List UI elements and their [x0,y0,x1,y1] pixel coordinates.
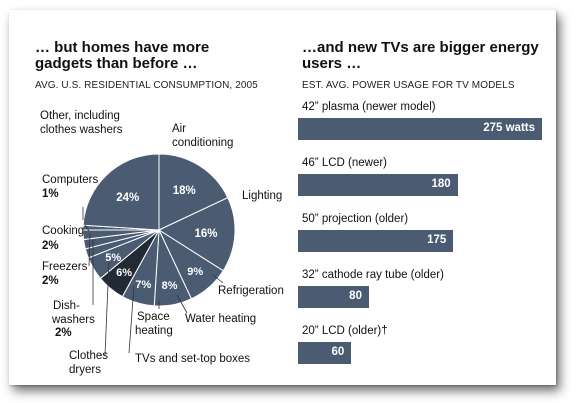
pie-leader-freezers [88,232,91,267]
bar-category-label: 42” plasma (newer model) [302,101,436,113]
pie-category-label-dryers: Clothes [69,350,108,362]
pie-category-label-cooking: Cooking [42,225,84,237]
pie-slice-ac [158,153,229,231]
pie-pct-dishwashers: 2% [55,327,72,339]
pie-headline-line2: gadgets than before … [35,55,198,72]
pie-pct-computers: 1% [42,188,59,200]
pie-pct-freezers: 2% [42,275,59,287]
bar-value-label: 180 [431,178,451,190]
pie-category-label-freezers: Freezers [42,261,88,273]
pie-category-label-refrigeration: Refrigeration [218,285,284,297]
bar-value-label: 275 watts [483,122,535,134]
pie-leader-cooking [84,224,90,232]
pie-pct-tv: 6% [116,267,132,279]
bar-subtitle: EST. AVG. POWER USAGE FOR TV MODELS [302,80,515,91]
bar: 175 [298,230,454,252]
pie-category-label-water: Water heating [185,313,256,325]
pie-category-label-dishwashers: Dish- [53,300,80,312]
pie-category-label-ac: Air [172,123,186,135]
pie-category-label-other: Other, including [40,110,120,122]
pie-pct-dryers: 5% [105,252,121,264]
pie-pct-water: 8% [162,280,178,292]
bar-value-label: 80 [349,290,362,302]
pie-pct-refrigeration: 9% [187,266,203,278]
pie-pct-space: 7% [135,279,151,291]
pie-category-label-lighting: Lighting [242,190,282,202]
bar-headline: …and new TVs are bigger energy users … [302,40,539,72]
bar-headline-line1: …and new TVs are bigger energy [302,39,539,56]
bar: 180 [298,174,458,196]
bar-headline-line2: users … [302,55,362,72]
pie-category-label-ac: conditioning [172,137,233,149]
pie-category-label-space: Space [137,311,170,323]
bar-category-label: 20” LCD (older)† [302,325,388,337]
pie-category-label-tv: TVs and set-top boxes [135,353,250,365]
bar: 60 [298,342,352,364]
pie-slice-other [82,153,160,231]
pie-pct-ac: 18% [173,185,196,197]
bar-category-label: 50” projection (older) [302,213,409,225]
pie-leader-dryers [104,260,110,356]
pie-category-label-other: clothes washers [40,124,123,136]
pie-category-label-space: heating [135,325,173,337]
pie-category-label-dishwashers: washers [51,314,95,326]
pie-pct-cooking: 2% [42,240,59,252]
pie-chart: 18% 16% 9% 8% 7%6% 5% 24% Air conditioning Light… [40,110,284,376]
infographic-frame: … but homes have more gadgets than befor… [9,10,556,385]
pie-category-label-dryers: dryers [69,364,101,376]
bar-category-label: 46” LCD (newer) [302,157,387,169]
bar-value-label: 60 [331,346,345,358]
pie-pct-other: 24% [116,192,139,204]
pie-pct-lighting: 16% [195,228,218,240]
bar-category-label: 32” cathode ray tube (older) [302,269,444,281]
pie-leader-refrigeration [212,274,224,284]
bar: 275 watts [298,118,542,140]
pie-leader-tv [128,284,135,354]
pie-headline: … but homes have more gadgets than befor… [35,40,209,72]
bar-chart: 42” plasma (newer model) 275 watts 46” LCD… [9,10,556,385]
pie-leader-water [176,294,188,314]
bar-value-label: 175 [427,234,447,246]
bar: 80 [298,286,369,308]
pie-category-label-computers: Computers [42,174,98,186]
pie-headline-line1: … but homes have more [35,39,210,56]
pie-subtitle: AVG. U.S. RESIDENTIAL CONSUMPTION, 2005 [35,80,258,91]
pie-slice-lighting [157,196,236,272]
